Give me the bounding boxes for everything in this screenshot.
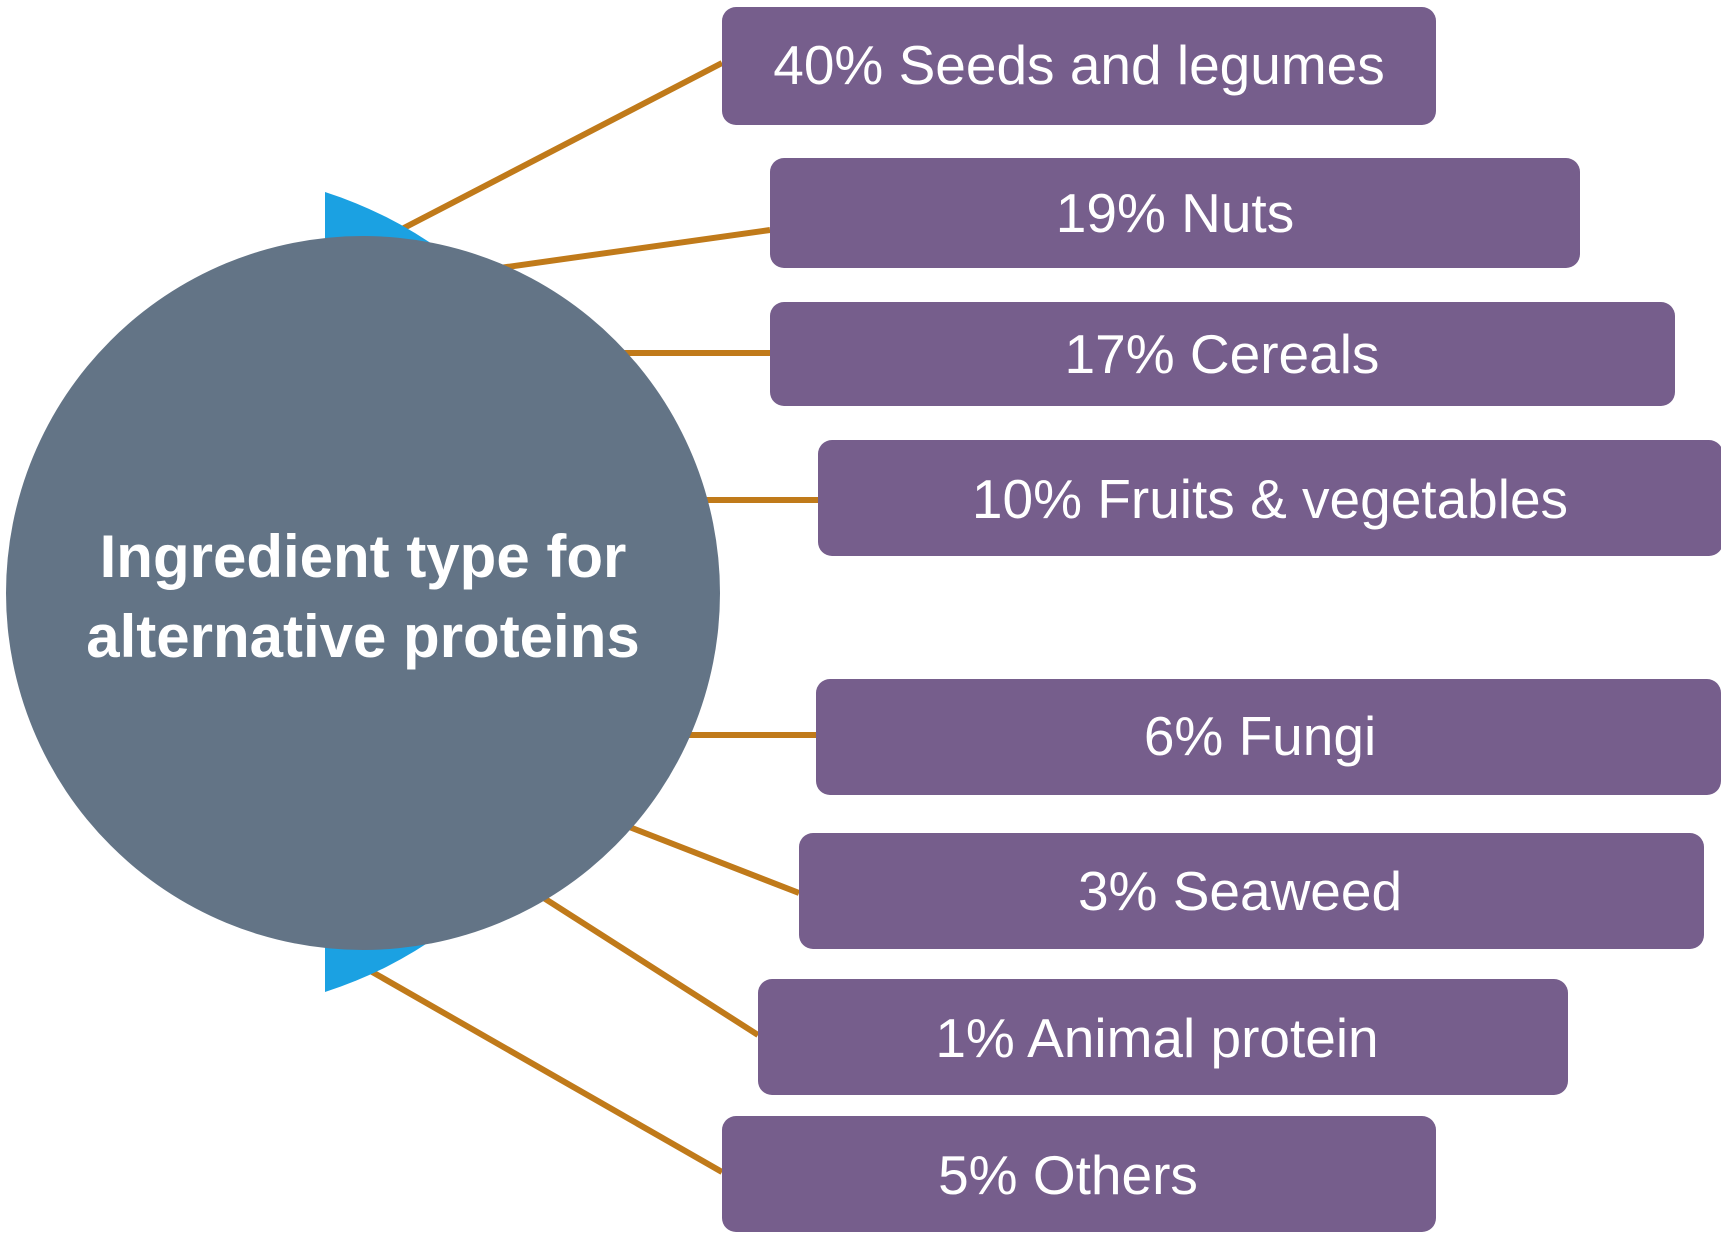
center-circle (6, 236, 720, 950)
category-label: 40% Seeds and legumes (773, 34, 1385, 96)
category-box-bg (770, 158, 1580, 268)
center-title-line1: Ingredient type for (100, 523, 627, 590)
connector-line (358, 962, 724, 1175)
category-box-6: 1% Animal protein (758, 979, 1568, 1095)
category-box-0: 40% Seeds and legumes (722, 7, 1436, 125)
category-box-2: 17% Cereals (770, 302, 1675, 406)
category-label: 17% Cereals (1065, 323, 1380, 385)
category-label: 6% Fungi (1144, 705, 1376, 767)
category-label: 1% Animal protein (935, 1007, 1378, 1069)
category-box-bg (722, 7, 1436, 125)
category-box-bg (722, 1116, 1436, 1232)
center-title-line2: alternative proteins (86, 603, 640, 670)
category-box-5: 3% Seaweed (799, 833, 1704, 949)
category-label: 19% Nuts (1056, 182, 1294, 244)
category-box-bg (818, 440, 1721, 556)
category-label: 3% Seaweed (1078, 860, 1402, 922)
category-box-3: 10% Fruits & vegetables (818, 440, 1721, 556)
category-box-7: 5% Others (722, 1116, 1436, 1232)
category-box-bg (799, 833, 1704, 949)
category-box-4: 6% Fungi (816, 679, 1721, 795)
category-box-bg (770, 302, 1675, 406)
category-box-1: 19% Nuts (770, 158, 1580, 268)
category-label: 10% Fruits & vegetables (972, 468, 1568, 530)
connector-line (398, 60, 724, 233)
category-box-bg (816, 679, 1721, 795)
category-label: 5% Others (938, 1144, 1198, 1206)
category-box-bg (758, 979, 1568, 1095)
